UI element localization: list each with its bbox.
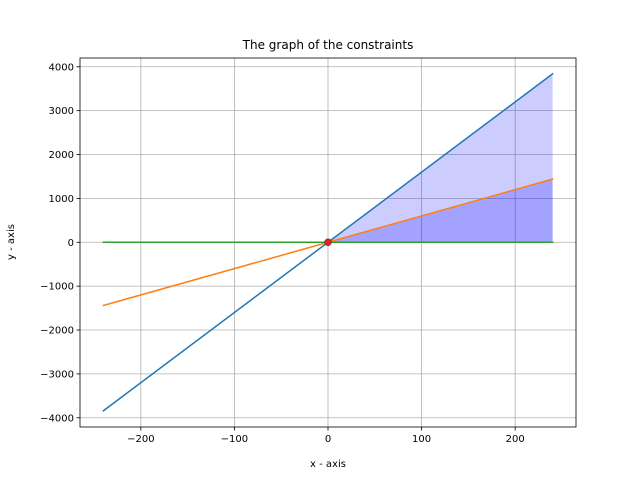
chart-title: The graph of the constraints	[242, 38, 414, 52]
y-tick-label: 2000	[49, 150, 74, 161]
x-tick-label: 0	[325, 434, 331, 445]
x-tick-label: 200	[506, 434, 525, 445]
y-tick-label: 1000	[49, 194, 74, 205]
y-tick-label: −4000	[40, 413, 74, 424]
x-axis-title: x - axis	[310, 459, 346, 470]
y-axis-title: y - axis	[6, 224, 17, 260]
x-tick-label: −100	[221, 434, 248, 445]
points	[324, 238, 332, 247]
y-tick-label: −2000	[40, 326, 74, 337]
y-tick-label: −1000	[40, 282, 74, 293]
data-point	[324, 238, 332, 247]
x-tick-label: 100	[412, 434, 431, 445]
x-tick-label: −200	[127, 434, 154, 445]
y-tick-label: 0	[68, 238, 74, 249]
y-tick-label: −3000	[40, 369, 74, 380]
y-tick-label: 3000	[49, 106, 74, 117]
y-tick-label: 4000	[49, 62, 74, 73]
ticks: −200 −100 0 100 200−4000−3000−2000−100001000…	[40, 62, 525, 445]
